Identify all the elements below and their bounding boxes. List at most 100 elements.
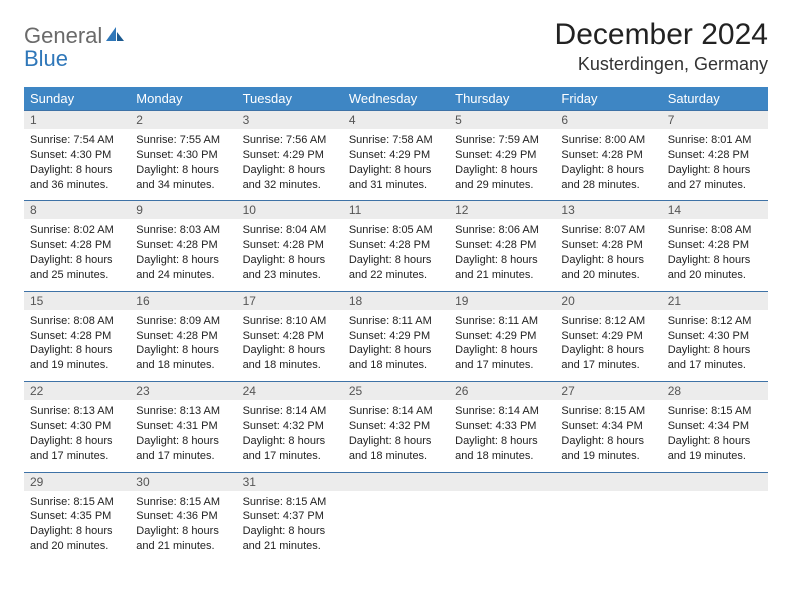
sunrise-line: Sunrise: 8:13 AM [136,404,230,419]
sunset-line: Sunset: 4:32 PM [349,419,443,434]
calendar-cell: 12Sunrise: 8:06 AMSunset: 4:28 PMDayligh… [449,201,555,291]
day-number: 4 [343,111,449,129]
calendar-cell: 31Sunrise: 8:15 AMSunset: 4:37 PMDayligh… [237,472,343,562]
calendar-cell [555,472,661,562]
day-number: 25 [343,382,449,400]
day-header: Thursday [449,87,555,111]
calendar-cell: 14Sunrise: 8:08 AMSunset: 4:28 PMDayligh… [662,201,768,291]
day-number: 30 [130,473,236,491]
sunset-line: Sunset: 4:28 PM [243,238,337,253]
day-number: 6 [555,111,661,129]
calendar-head: SundayMondayTuesdayWednesdayThursdayFrid… [24,87,768,111]
sunset-line: Sunset: 4:28 PM [136,238,230,253]
calendar-cell [343,472,449,562]
calendar-cell: 30Sunrise: 8:15 AMSunset: 4:36 PMDayligh… [130,472,236,562]
day-number: 8 [24,201,130,219]
day-body: Sunrise: 7:55 AMSunset: 4:30 PMDaylight:… [130,129,236,200]
sunset-line: Sunset: 4:28 PM [455,238,549,253]
title-block: December 2024 Kusterdingen, Germany [555,18,768,75]
daylight-line: Daylight: 8 hours and 19 minutes. [30,343,124,373]
sunset-line: Sunset: 4:28 PM [243,329,337,344]
day-body: Sunrise: 7:56 AMSunset: 4:29 PMDaylight:… [237,129,343,200]
day-number: 12 [449,201,555,219]
calendar-cell: 4Sunrise: 7:58 AMSunset: 4:29 PMDaylight… [343,111,449,201]
daylight-line: Daylight: 8 hours and 18 minutes. [136,343,230,373]
sunset-line: Sunset: 4:29 PM [349,329,443,344]
calendar-cell: 16Sunrise: 8:09 AMSunset: 4:28 PMDayligh… [130,291,236,381]
calendar-cell: 24Sunrise: 8:14 AMSunset: 4:32 PMDayligh… [237,382,343,472]
day-body: Sunrise: 7:54 AMSunset: 4:30 PMDaylight:… [24,129,130,200]
day-number: 16 [130,292,236,310]
sunset-line: Sunset: 4:31 PM [136,419,230,434]
daylight-line: Daylight: 8 hours and 24 minutes. [136,253,230,283]
day-number: 26 [449,382,555,400]
calendar-cell: 6Sunrise: 8:00 AMSunset: 4:28 PMDaylight… [555,111,661,201]
daylight-line: Daylight: 8 hours and 17 minutes. [243,434,337,464]
day-body: Sunrise: 8:09 AMSunset: 4:28 PMDaylight:… [130,310,236,381]
sunrise-line: Sunrise: 8:12 AM [668,314,762,329]
sunset-line: Sunset: 4:30 PM [668,329,762,344]
day-body: Sunrise: 8:05 AMSunset: 4:28 PMDaylight:… [343,219,449,290]
day-number: 31 [237,473,343,491]
daylight-line: Daylight: 8 hours and 31 minutes. [349,163,443,193]
sunrise-line: Sunrise: 8:04 AM [243,223,337,238]
day-body: Sunrise: 8:15 AMSunset: 4:37 PMDaylight:… [237,491,343,562]
calendar-cell: 26Sunrise: 8:14 AMSunset: 4:33 PMDayligh… [449,382,555,472]
sunset-line: Sunset: 4:28 PM [668,148,762,163]
day-body: Sunrise: 8:15 AMSunset: 4:34 PMDaylight:… [555,400,661,471]
sunrise-line: Sunrise: 8:02 AM [30,223,124,238]
day-body: Sunrise: 8:13 AMSunset: 4:31 PMDaylight:… [130,400,236,471]
sunrise-line: Sunrise: 8:15 AM [30,495,124,510]
sunset-line: Sunset: 4:33 PM [455,419,549,434]
day-header: Sunday [24,87,130,111]
logo-text-dark: General [24,23,102,48]
day-number: 21 [662,292,768,310]
day-body: Sunrise: 8:15 AMSunset: 4:34 PMDaylight:… [662,400,768,471]
day-body: Sunrise: 8:08 AMSunset: 4:28 PMDaylight:… [662,219,768,290]
daylight-line: Daylight: 8 hours and 32 minutes. [243,163,337,193]
header: GeneralBlue December 2024 Kusterdingen, … [24,18,768,75]
sunrise-line: Sunrise: 8:15 AM [561,404,655,419]
sunrise-line: Sunrise: 8:13 AM [30,404,124,419]
sunset-line: Sunset: 4:28 PM [561,238,655,253]
day-body: Sunrise: 8:15 AMSunset: 4:36 PMDaylight:… [130,491,236,562]
empty-day-number [449,473,555,491]
calendar-cell: 22Sunrise: 8:13 AMSunset: 4:30 PMDayligh… [24,382,130,472]
sunset-line: Sunset: 4:28 PM [30,329,124,344]
day-number: 23 [130,382,236,400]
day-body: Sunrise: 8:03 AMSunset: 4:28 PMDaylight:… [130,219,236,290]
day-body: Sunrise: 8:02 AMSunset: 4:28 PMDaylight:… [24,219,130,290]
sunset-line: Sunset: 4:30 PM [30,419,124,434]
daylight-line: Daylight: 8 hours and 34 minutes. [136,163,230,193]
daylight-line: Daylight: 8 hours and 20 minutes. [668,253,762,283]
daylight-line: Daylight: 8 hours and 18 minutes. [349,343,443,373]
day-body: Sunrise: 8:12 AMSunset: 4:29 PMDaylight:… [555,310,661,381]
calendar-body: 1Sunrise: 7:54 AMSunset: 4:30 PMDaylight… [24,111,768,562]
sunrise-line: Sunrise: 7:59 AM [455,133,549,148]
day-number: 24 [237,382,343,400]
daylight-line: Daylight: 8 hours and 23 minutes. [243,253,337,283]
calendar-cell: 5Sunrise: 7:59 AMSunset: 4:29 PMDaylight… [449,111,555,201]
sunrise-line: Sunrise: 8:09 AM [136,314,230,329]
calendar-cell: 2Sunrise: 7:55 AMSunset: 4:30 PMDaylight… [130,111,236,201]
sunset-line: Sunset: 4:30 PM [30,148,124,163]
calendar-cell: 29Sunrise: 8:15 AMSunset: 4:35 PMDayligh… [24,472,130,562]
daylight-line: Daylight: 8 hours and 20 minutes. [30,524,124,554]
day-body: Sunrise: 8:11 AMSunset: 4:29 PMDaylight:… [449,310,555,381]
sunrise-line: Sunrise: 7:56 AM [243,133,337,148]
day-header: Wednesday [343,87,449,111]
sunrise-line: Sunrise: 8:11 AM [349,314,443,329]
daylight-line: Daylight: 8 hours and 21 minutes. [455,253,549,283]
sunset-line: Sunset: 4:28 PM [561,148,655,163]
sunrise-line: Sunrise: 8:07 AM [561,223,655,238]
calendar-cell: 25Sunrise: 8:14 AMSunset: 4:32 PMDayligh… [343,382,449,472]
empty-day-body [343,491,449,541]
sunset-line: Sunset: 4:28 PM [349,238,443,253]
logo-text-blue: Blue [24,46,68,71]
daylight-line: Daylight: 8 hours and 18 minutes. [349,434,443,464]
daylight-line: Daylight: 8 hours and 29 minutes. [455,163,549,193]
sunset-line: Sunset: 4:28 PM [136,329,230,344]
sunrise-line: Sunrise: 8:00 AM [561,133,655,148]
daylight-line: Daylight: 8 hours and 18 minutes. [243,343,337,373]
day-body: Sunrise: 8:11 AMSunset: 4:29 PMDaylight:… [343,310,449,381]
